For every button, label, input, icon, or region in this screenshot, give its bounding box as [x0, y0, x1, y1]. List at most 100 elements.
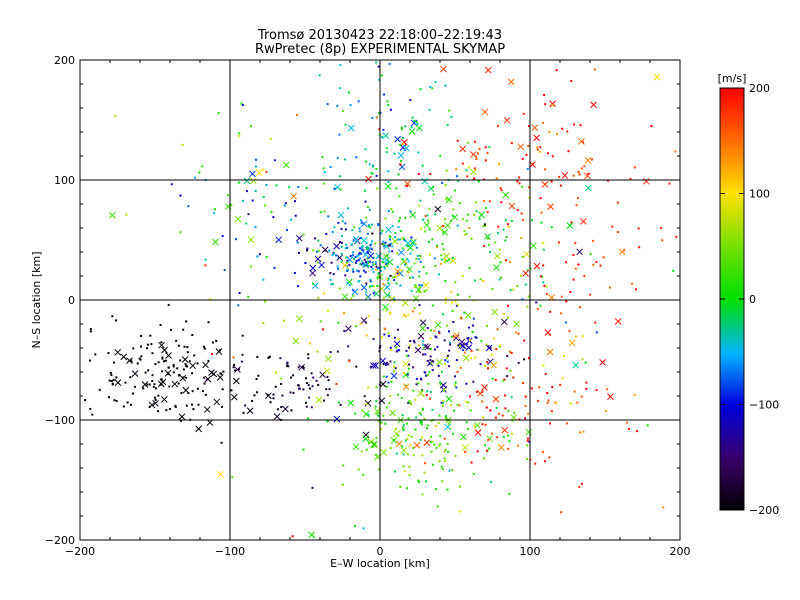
- data-point-dot: [440, 465, 443, 468]
- data-point-dot: [310, 372, 313, 375]
- data-point-dot: [262, 322, 265, 325]
- data-point-dot: [549, 310, 552, 313]
- data-point-cross: [408, 128, 416, 135]
- data-point-dot: [387, 170, 390, 173]
- data-point-dot: [414, 428, 417, 431]
- data-point-cross: [547, 203, 554, 210]
- data-point-dot: [138, 357, 141, 360]
- data-point-cross: [523, 250, 530, 258]
- data-point-dot: [540, 221, 543, 224]
- data-point-dot: [422, 218, 425, 221]
- data-point-dot: [372, 165, 375, 168]
- data-point-dot: [107, 352, 110, 355]
- data-point-dot: [244, 404, 247, 407]
- data-point-cross: [336, 254, 344, 262]
- data-point-dot: [559, 312, 562, 315]
- data-point-dot: [438, 332, 441, 335]
- data-point-cross: [389, 409, 397, 417]
- data-point-cross: [508, 202, 516, 210]
- data-point-dot: [363, 258, 366, 261]
- data-point-dot: [520, 212, 523, 215]
- data-point-dot: [241, 103, 244, 106]
- data-point-dot: [280, 382, 283, 385]
- data-point-dot: [400, 396, 403, 399]
- data-point-dot: [415, 246, 418, 249]
- data-point-cross: [490, 361, 498, 369]
- data-point-cross: [210, 370, 218, 378]
- data-point-dot: [487, 243, 490, 246]
- data-point-dot: [417, 151, 420, 154]
- data-point-dot: [169, 408, 172, 411]
- data-point-dot: [374, 242, 377, 245]
- data-point-dot: [348, 284, 351, 287]
- data-point-dot: [114, 115, 117, 118]
- data-point-dot: [377, 420, 380, 423]
- data-point-dot: [112, 378, 115, 381]
- data-point-dot: [230, 204, 233, 207]
- data-point-dot: [223, 269, 226, 272]
- data-point-dot: [124, 381, 127, 384]
- data-point-dot: [431, 304, 434, 307]
- data-point-dot: [432, 360, 435, 363]
- data-point-dot: [499, 344, 502, 347]
- data-point-dot: [399, 163, 402, 166]
- data-point-dot: [250, 125, 253, 128]
- data-point-dot: [346, 265, 349, 268]
- data-point-dot: [448, 330, 451, 333]
- data-point-dot: [521, 298, 524, 301]
- data-point-dot: [409, 444, 412, 447]
- data-point-dot: [273, 159, 276, 162]
- data-point-cross: [525, 428, 533, 436]
- data-point-dot: [448, 109, 451, 112]
- data-point-dot: [341, 220, 344, 223]
- data-point-dot: [522, 381, 525, 384]
- data-point-dot: [491, 287, 494, 290]
- data-point-dot: [346, 268, 349, 271]
- data-point-dot: [420, 284, 423, 287]
- data-point-dot: [346, 282, 349, 285]
- data-point-dot: [331, 283, 334, 286]
- data-point-dot: [301, 365, 304, 368]
- data-point-dot: [487, 345, 490, 348]
- data-point-cross: [382, 252, 390, 260]
- data-point-dot: [464, 450, 467, 453]
- data-point-dot: [387, 332, 390, 335]
- data-point-dot: [375, 268, 378, 271]
- data-point-dot: [440, 258, 443, 261]
- data-point-dot: [539, 304, 542, 307]
- data-point-dot: [232, 356, 235, 359]
- data-point-dot: [485, 207, 488, 210]
- data-point-dot: [115, 399, 118, 402]
- data-point-dot: [406, 453, 409, 456]
- data-point-cross: [362, 435, 370, 443]
- data-point-dot: [203, 345, 206, 348]
- data-point-dot: [262, 168, 265, 171]
- data-point-dot: [488, 447, 491, 450]
- data-point-dot: [134, 385, 137, 388]
- data-point-dot: [539, 275, 542, 278]
- data-point-dot: [370, 243, 373, 246]
- data-point-dot: [465, 343, 468, 346]
- data-point-dot: [390, 348, 393, 351]
- data-point-dot: [636, 430, 639, 433]
- data-point-dot: [367, 264, 370, 267]
- data-point-dot: [353, 524, 356, 527]
- data-point-dot: [365, 247, 368, 250]
- data-point-dot: [372, 285, 375, 288]
- data-point-dot: [567, 150, 570, 153]
- data-point-dot: [558, 175, 561, 178]
- data-point-dot: [367, 246, 370, 249]
- data-point-dot: [450, 290, 453, 293]
- data-point-cross: [417, 390, 424, 397]
- data-point-dot: [426, 424, 429, 427]
- data-point-dot: [232, 366, 235, 369]
- data-point-cross: [491, 308, 499, 316]
- data-point-dot: [347, 91, 350, 94]
- data-point-dot: [366, 251, 369, 254]
- data-point-dot: [444, 261, 447, 264]
- data-point-dot: [375, 265, 378, 268]
- data-point-dot: [442, 313, 445, 316]
- data-point-dot: [516, 285, 519, 288]
- data-point-dot: [470, 350, 473, 353]
- data-point-dot: [473, 424, 476, 427]
